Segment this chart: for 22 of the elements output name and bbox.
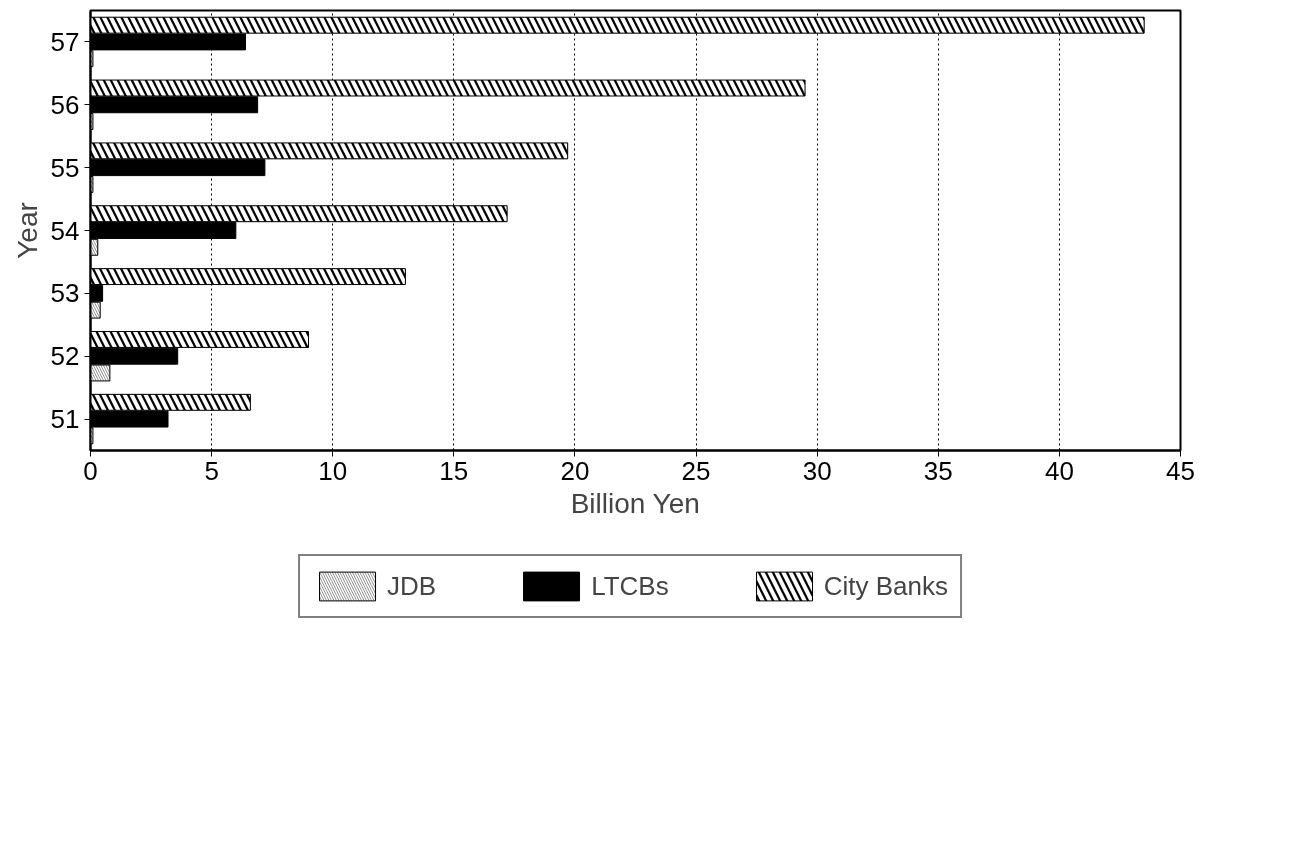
y-tick-label: 53 <box>50 278 80 309</box>
y-tick-label: 56 <box>50 89 80 120</box>
x-tick-label: 35 <box>923 455 953 486</box>
x-tick-label: 25 <box>681 455 711 486</box>
x-tick-label: 5 <box>204 455 219 486</box>
x-tick-label: 0 <box>83 455 98 486</box>
y-tick-label: 52 <box>50 341 80 372</box>
legend-label: LTCBs <box>591 570 669 602</box>
x-tick-label: 30 <box>802 455 832 486</box>
legend-label: City Banks <box>823 570 948 602</box>
y-tick-label: 54 <box>50 215 80 246</box>
x-tick-label: 45 <box>1166 455 1195 486</box>
y-tick-label: 51 <box>50 404 80 435</box>
y-tick-label: 57 <box>50 26 80 57</box>
x-tick-label: 20 <box>560 455 590 486</box>
x-tick-label: 15 <box>439 455 469 486</box>
x-tick-label: 40 <box>1044 455 1074 486</box>
legend-label: JDB <box>387 570 437 602</box>
y-tick-label: 55 <box>50 152 80 183</box>
x-tick-label: 10 <box>318 455 348 486</box>
y-axis-title: Year <box>11 202 43 259</box>
x-axis-title: Billion Yen <box>570 487 700 519</box>
